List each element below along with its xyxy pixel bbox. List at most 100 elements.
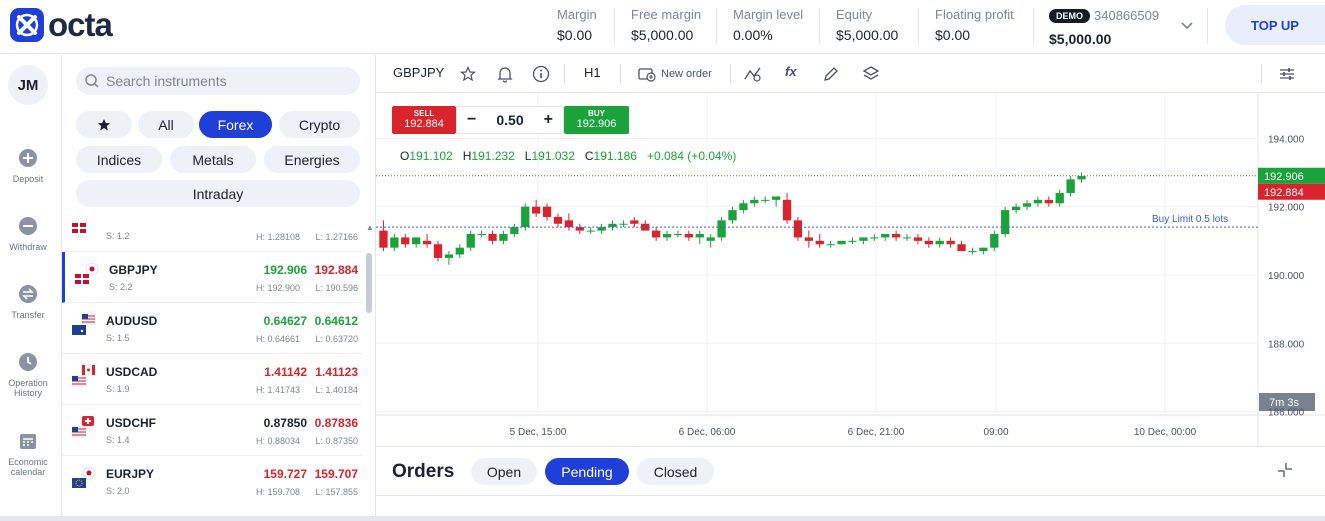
fx-icon[interactable]: fx <box>785 64 797 79</box>
nav-deposit[interactable]: Deposit <box>0 148 56 184</box>
collapse-icon[interactable] <box>1276 461 1294 479</box>
candle-body <box>815 240 824 245</box>
price-chart[interactable]: Buy Limit 0.5 lots 192.906 192.884 7m 3s 19… <box>376 94 1325 446</box>
indicators-icon[interactable] <box>743 65 763 83</box>
filter-crypto[interactable]: Crypto <box>279 111 360 138</box>
candle-body <box>979 247 988 252</box>
instrument-symbol: AUDUSD <box>106 314 158 328</box>
nav-withdraw[interactable]: Withdraw <box>0 216 56 252</box>
pencil-icon[interactable] <box>822 65 840 83</box>
filter-metals[interactable]: Metals <box>170 146 256 173</box>
calendar-icon <box>20 434 36 449</box>
instrument-bid: 0.87850 <box>263 416 307 430</box>
instrument-symbol: USDCHF <box>106 416 156 430</box>
filter-intraday[interactable]: Intraday <box>76 180 360 207</box>
candle-body <box>924 240 933 245</box>
candle-body <box>1011 206 1021 211</box>
tab-open[interactable]: Open <box>471 458 537 485</box>
candle-body <box>608 223 617 228</box>
candle-body <box>1044 199 1053 204</box>
candle-body <box>957 244 966 252</box>
octa-logo[interactable]: octa <box>10 8 113 42</box>
clock-icon <box>19 353 37 371</box>
candle-body <box>1066 179 1075 194</box>
chart-symbol[interactable]: GBPJPY <box>393 65 445 80</box>
candlestick-chart[interactable]: Buy Limit 0.5 lots 192.906 192.884 7m 3s 19… <box>376 94 1325 446</box>
increase-lot-button[interactable]: + <box>543 111 553 128</box>
candle-body <box>532 206 541 214</box>
account-selector[interactable]: DEMO 340866509 $5,000.00 <box>1049 7 1159 47</box>
scroll-up-icon[interactable]: ▲ <box>366 223 374 232</box>
list-item[interactable]: USDCHF S: 1.4 0.87850 0.87836 H: 0.88034… <box>62 405 362 456</box>
instrument-list: S: 1.2 H: 1.28108 L: 1.27166 GBPJPY S: 2… <box>62 215 362 505</box>
nav-transfer[interactable]: Transfer <box>0 284 56 320</box>
info-icon[interactable] <box>532 65 550 83</box>
filter-energies[interactable]: Energies <box>264 146 360 173</box>
nav-operation-history[interactable]: Operation History <box>0 352 56 398</box>
instrument-low: L: 157.855 <box>315 487 358 497</box>
filter-all[interactable]: All <box>138 111 194 138</box>
list-item[interactable]: AUDUSD S: 1.5 0.64627 0.64612 H: 0.64661… <box>62 303 362 354</box>
sell-button[interactable]: SELL 192.884 <box>392 106 456 134</box>
equity-stat: Equity $5,000.00 <box>836 7 898 43</box>
orders-panel: Orders Open Pending Closed <box>376 446 1325 521</box>
avatar[interactable]: JM <box>8 65 48 105</box>
candle-body <box>859 237 868 241</box>
top-up-button[interactable]: TOP UP <box>1225 5 1325 45</box>
lot-value[interactable]: 0.50 <box>496 112 524 128</box>
list-scrollbar[interactable] <box>366 253 372 313</box>
candle-body <box>728 210 737 221</box>
list-item[interactable]: EURJPY S: 2.0 159.727 159.707 H: 159.708… <box>62 456 362 505</box>
list-item[interactable]: GBPJPY S: 2.2 192.906 192.884 H: 192.900… <box>62 252 362 303</box>
new-order-icon[interactable] <box>638 66 656 82</box>
nav-economic-calendar[interactable]: Economic calendar <box>0 431 56 477</box>
high-label: H <box>462 149 472 163</box>
candle-body <box>673 234 683 236</box>
decrease-lot-button[interactable]: − <box>467 111 477 128</box>
filter-indices[interactable]: Indices <box>76 146 162 173</box>
filter-favorites[interactable] <box>76 111 132 138</box>
candle-body <box>946 240 955 245</box>
tab-pending[interactable]: Pending <box>545 458 629 485</box>
instrument-bid: 159.727 <box>263 467 307 481</box>
list-item[interactable]: USDCAD S: 1.9 1.41142 1.41123 H: 1.41743… <box>62 354 362 405</box>
candle-body <box>1077 175 1086 180</box>
lot-stepper[interactable]: − 0.50 + <box>456 106 564 134</box>
gbp-flag-icon <box>72 223 86 233</box>
candle-body <box>891 234 901 238</box>
star-outline-icon[interactable] <box>460 66 476 82</box>
instrument-low: L: 1.40184 <box>315 385 358 395</box>
candle-body <box>444 254 454 258</box>
chevron-down-icon[interactable] <box>1180 18 1194 32</box>
timeframe-selector[interactable]: H1 <box>584 65 601 80</box>
eur-jpy-flag-icon <box>72 466 96 488</box>
left-navigation: JM Deposit Withdraw Transfer Operation H… <box>0 55 62 521</box>
search-box[interactable] <box>76 67 360 95</box>
y-tick-label: 194.000 <box>1268 134 1305 145</box>
search-input[interactable] <box>106 73 346 89</box>
instrument-bid: 0.64627 <box>263 314 307 328</box>
ask-price-tag <box>1258 183 1325 200</box>
instrument-ask: 159.707 <box>314 467 358 481</box>
x-tick-label: 6 Dec, 06:00 <box>679 427 736 438</box>
candle-body <box>706 237 715 241</box>
tab-closed[interactable]: Closed <box>637 458 714 485</box>
settings-sliders-icon[interactable] <box>1278 65 1296 83</box>
instrument-symbol: EURJPY <box>106 467 155 481</box>
filter-forex[interactable]: Forex <box>199 111 272 138</box>
new-order-button[interactable]: New order <box>661 68 712 80</box>
candle-body <box>499 234 508 241</box>
candle-body <box>870 237 879 239</box>
x-tick-label: 6 Dec, 21:00 <box>848 427 905 438</box>
low-value: 191.032 <box>531 149 575 163</box>
demo-badge: DEMO <box>1049 8 1090 23</box>
layers-icon[interactable] <box>862 65 880 83</box>
buy-button[interactable]: BUY 192.906 <box>564 106 629 134</box>
top-bar: octa Margin $0.00 Free margin $5,000.00 … <box>0 0 1325 54</box>
bell-icon[interactable] <box>497 65 513 83</box>
list-item[interactable]: S: 1.2 H: 1.28108 L: 1.27166 <box>62 215 362 252</box>
candle-body <box>1055 193 1064 204</box>
close-value: 191.186 <box>593 149 637 163</box>
nav-label: Economic calendar <box>8 457 48 477</box>
candle-body <box>564 220 574 228</box>
